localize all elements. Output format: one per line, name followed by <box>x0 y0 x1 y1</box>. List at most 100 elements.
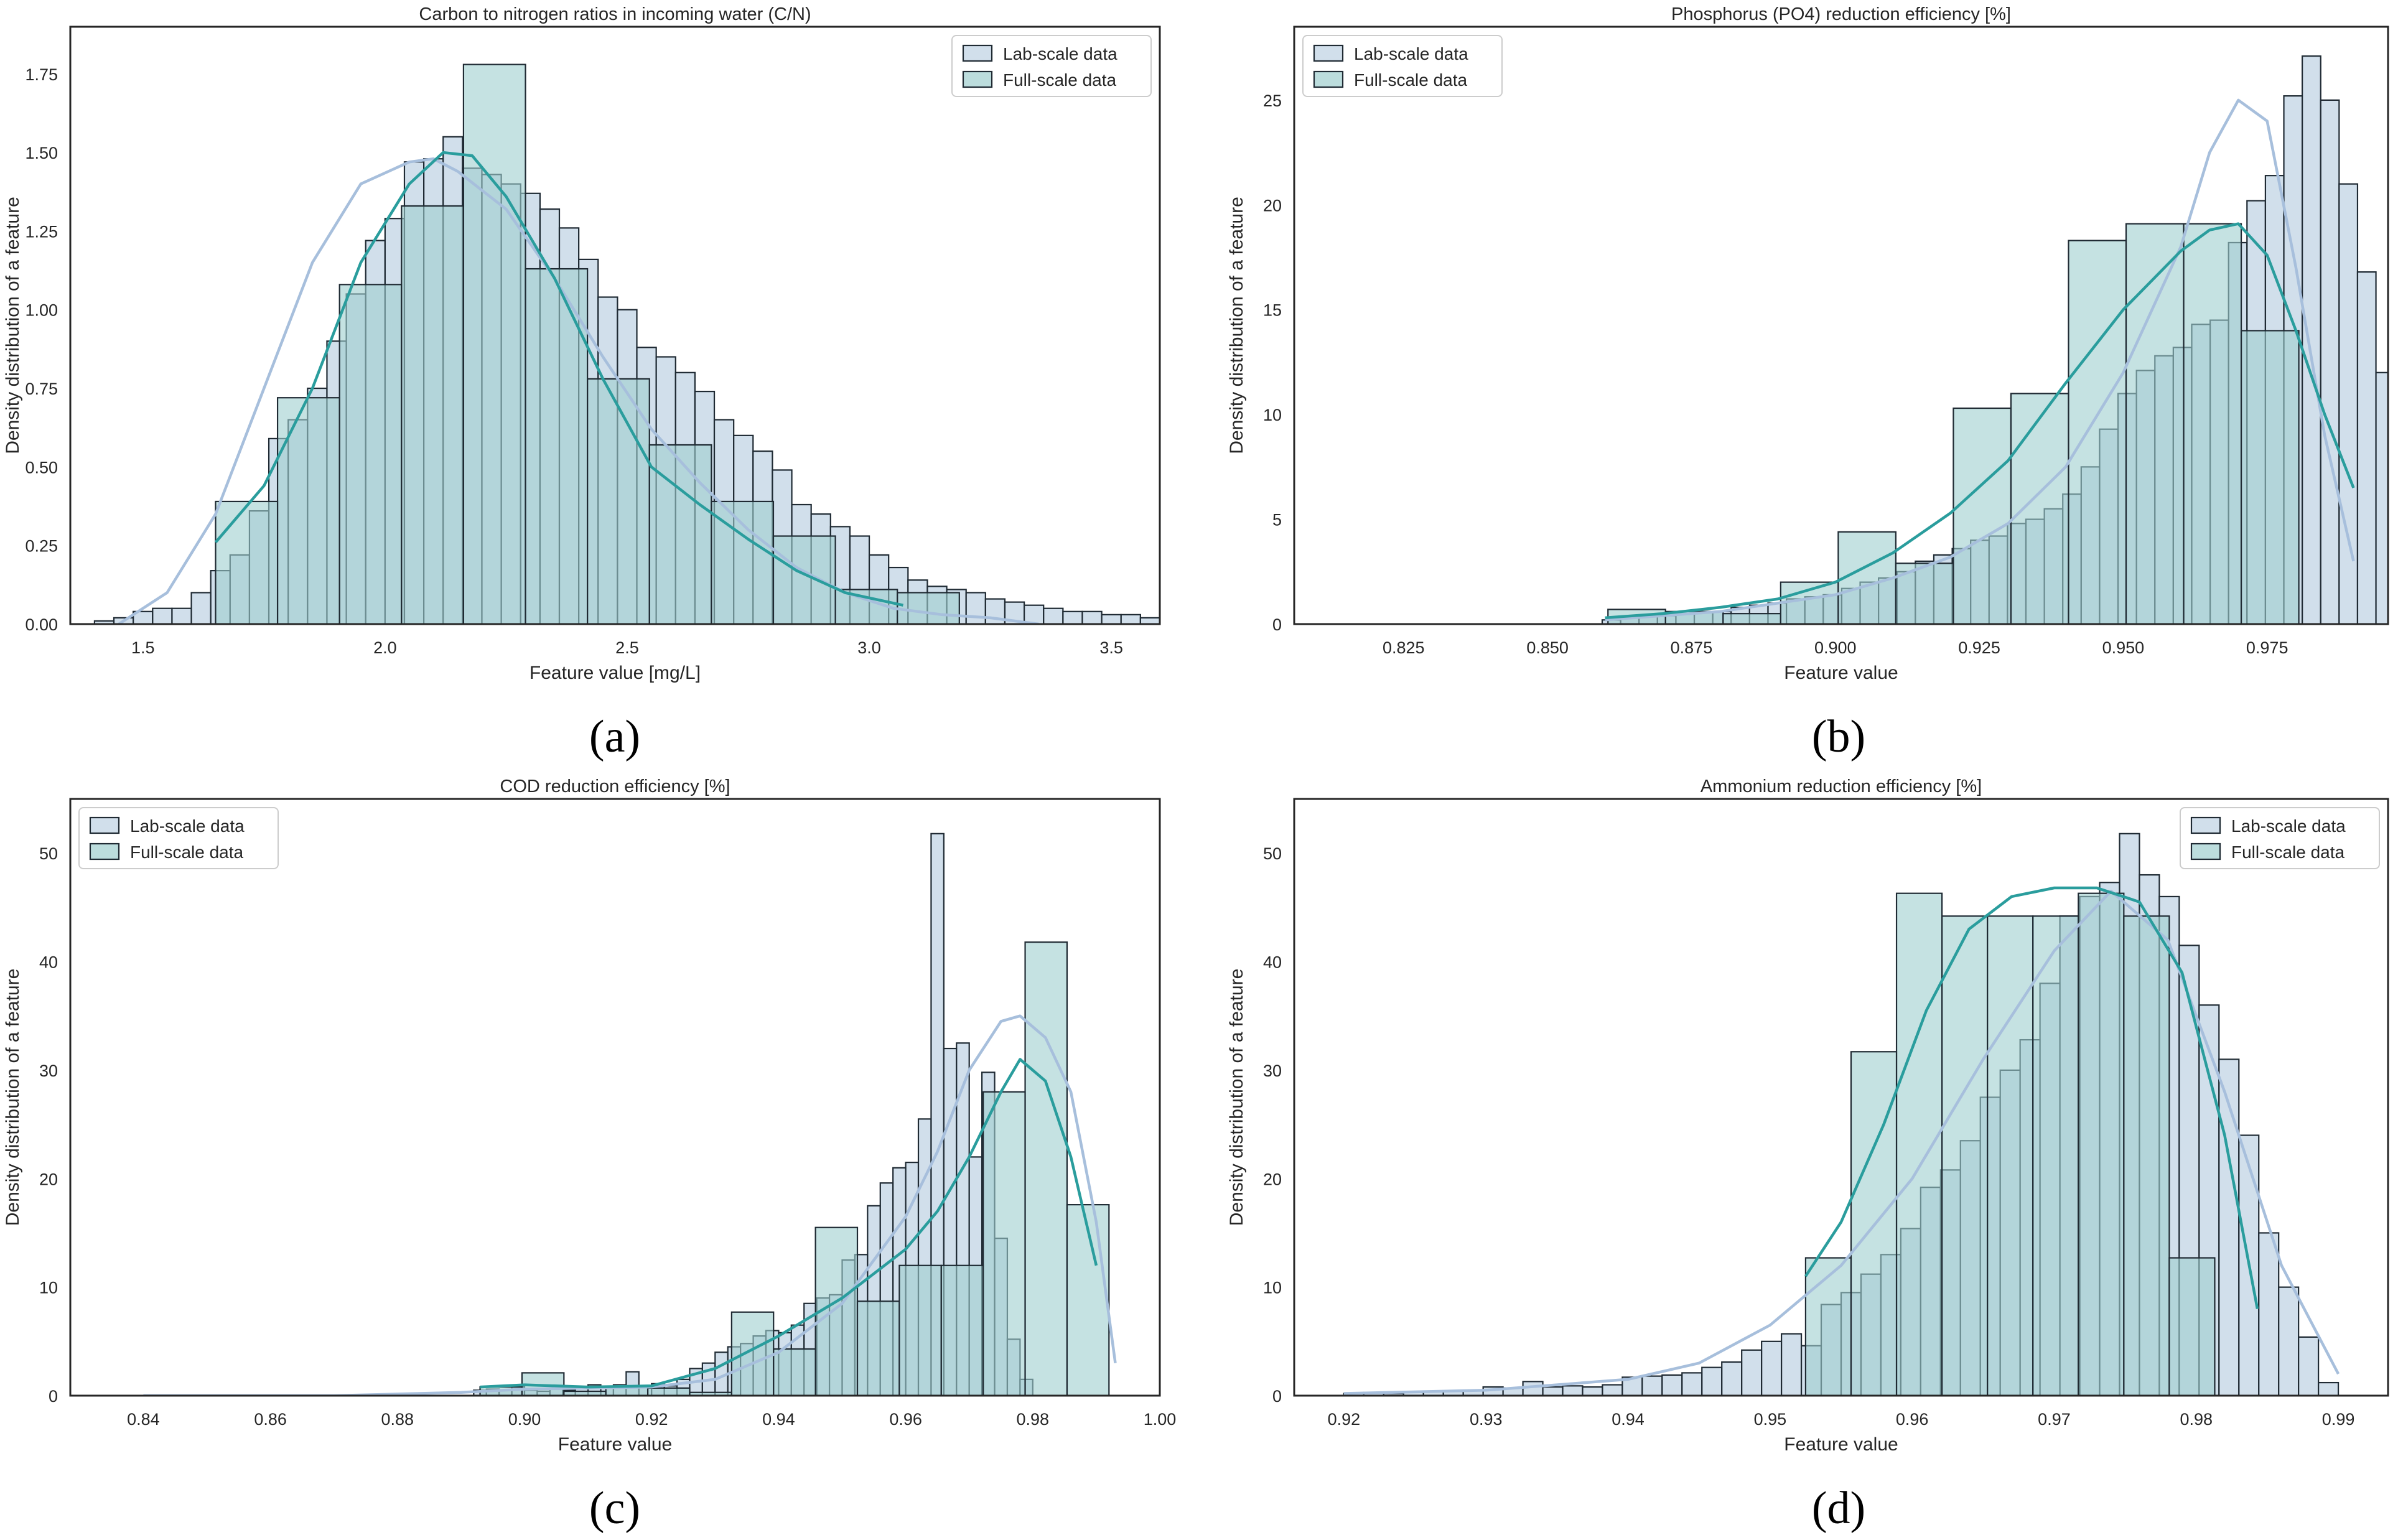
legend-swatch-lab <box>962 44 993 62</box>
full-bar-11 <box>897 592 960 624</box>
x-tick-label: 0.95 <box>1754 1410 1787 1429</box>
lab-bar-17 <box>1681 1372 1703 1396</box>
full-bar-9 <box>856 1300 900 1396</box>
full-bar-1 <box>276 397 340 624</box>
full-bar-7 <box>773 1348 816 1396</box>
full-bar-8 <box>2168 1257 2216 1396</box>
lab-bar-12 <box>1582 1386 1603 1396</box>
x-tick-label: 0.98 <box>2180 1410 2213 1429</box>
full-bar-4 <box>1987 915 2034 1396</box>
x-tick-label: 0.96 <box>1896 1410 1929 1429</box>
x-tick-label: 0.90 <box>508 1410 541 1429</box>
x-axis-label: Feature value [mg/L] <box>530 663 701 683</box>
y-tick-label: 15 <box>1263 301 1282 320</box>
x-tick-label: 0.93 <box>1470 1410 1503 1429</box>
full-scale-bars <box>1607 223 2300 624</box>
lab-bar-13 <box>1602 1384 1623 1396</box>
y-tick-label: 1.50 <box>25 144 58 162</box>
x-tick-label: 2.0 <box>373 638 397 657</box>
legend-swatch-lab <box>1313 44 1344 62</box>
lab-bar-44 <box>2218 1058 2240 1396</box>
y-tick-label: 20 <box>39 1170 58 1188</box>
plot-frame <box>69 798 1161 1397</box>
full-bar-6 <box>2078 892 2125 1396</box>
y-axis-label: Density distribution of a feature <box>2 197 23 454</box>
chart-title: Phosphorus (PO4) reduction efficiency [%… <box>1671 4 2011 24</box>
lab-bar-52 <box>1101 614 1122 624</box>
full-bar-11 <box>2240 330 2300 624</box>
x-tick-label: 1.00 <box>1144 1410 1177 1429</box>
y-tick-label: 0.50 <box>25 458 58 477</box>
panel-label: (d) <box>1812 1483 1865 1534</box>
y-tick-label: 0 <box>1272 615 1282 634</box>
legend-label-lab: Lab-scale data <box>1003 44 1117 63</box>
lab-bar-55 <box>1159 617 1160 624</box>
lab-bar-46 <box>2258 1232 2280 1396</box>
y-tick-label: 5 <box>1272 511 1282 530</box>
y-tick-label: 10 <box>39 1279 58 1297</box>
lab-bar-47 <box>2278 1286 2300 1396</box>
legend-swatch-lab <box>2190 816 2221 834</box>
lab-bar-43 <box>2394 450 2398 624</box>
full-bar-8 <box>2068 240 2127 624</box>
legend-swatch-full <box>2190 842 2221 861</box>
x-tick-label: 0.825 <box>1383 638 1425 657</box>
y-tick-label: 30 <box>39 1062 58 1080</box>
legend-label-full: Full-scale data <box>2231 842 2345 862</box>
plot-frame <box>1293 798 2389 1397</box>
lab-bar-56 <box>1179 621 1198 624</box>
x-tick-label: 0.92 <box>635 1410 668 1429</box>
x-tick-label: 0.86 <box>254 1410 287 1429</box>
lab-bar-15 <box>1641 1375 1663 1396</box>
x-axis-label: Feature value <box>558 1434 672 1455</box>
y-tick-label: 1.25 <box>25 222 58 241</box>
full-bar-2 <box>1722 613 1781 624</box>
lab-bar-21 <box>1761 1340 1783 1396</box>
chart-panel-a: 1.5 2.0 2.5 3.0 3.5 0.00 0.25 0.50 0.75 1.00 1.25 1… <box>2 4 1218 683</box>
full-bar-4 <box>646 1387 691 1396</box>
x-tick-label: 0.92 <box>1328 1410 1361 1429</box>
lab-bar-39 <box>2320 99 2340 624</box>
panel-label: (b) <box>1812 711 1865 762</box>
lab-bar-53 <box>1120 614 1141 624</box>
y-tick-label: 10 <box>1263 406 1282 424</box>
plot-frame <box>1293 26 2389 625</box>
x-tick-label: 0.875 <box>1671 638 1713 657</box>
full-bar-2 <box>1895 892 1943 1396</box>
full-bar-6 <box>587 378 650 624</box>
legend-label-lab: Lab-scale data <box>1354 44 1468 63</box>
x-tick-label: 0.94 <box>762 1410 795 1429</box>
full-bar-10 <box>2183 223 2242 624</box>
lab-scale-kde-line <box>1343 889 2340 1395</box>
chart-title: Carbon to nitrogen ratios in incoming wa… <box>419 4 811 24</box>
legend-swatch-full <box>1313 70 1344 88</box>
x-tick-label: 3.0 <box>857 638 881 657</box>
x-tick-label: 0.84 <box>127 1410 160 1429</box>
full-bar-11 <box>940 1264 984 1396</box>
x-axis-label: Feature value <box>1784 1434 1898 1455</box>
lab-bar-57 <box>1198 621 1218 624</box>
full-bar-10 <box>898 1264 942 1396</box>
full-bar-6 <box>730 1311 775 1396</box>
y-tick-label: 0.75 <box>25 380 58 398</box>
lab-bar-3 <box>152 607 173 624</box>
full-scale-bars <box>1804 892 2216 1396</box>
lab-scale-kde-line <box>143 1014 1117 1396</box>
x-axis-label: Feature value <box>1784 663 1898 683</box>
y-tick-label: 1.00 <box>25 301 58 320</box>
lab-bar-4 <box>171 607 192 624</box>
lab-bar-54 <box>1139 617 1160 624</box>
y-tick-label: 20 <box>1263 1170 1282 1188</box>
legend-box <box>1302 35 1503 97</box>
lab-bar-49 <box>2318 1381 2340 1396</box>
lab-bar-22 <box>1781 1333 1803 1396</box>
lab-bar-49 <box>1043 607 1064 624</box>
chart-panel-d: 0.92 0.93 0.94 0.95 0.96 0.97 0.98 0.99 0 10 20 30 4… <box>1226 777 2389 1455</box>
x-tick-label: 2.5 <box>615 638 639 657</box>
panel-label: (a) <box>589 711 640 762</box>
full-bar-9 <box>2125 223 2185 624</box>
lab-bar-11 <box>1562 1385 1584 1396</box>
lab-bar-48 <box>2298 1336 2320 1396</box>
legend-label-full: Full-scale data <box>1003 70 1117 90</box>
